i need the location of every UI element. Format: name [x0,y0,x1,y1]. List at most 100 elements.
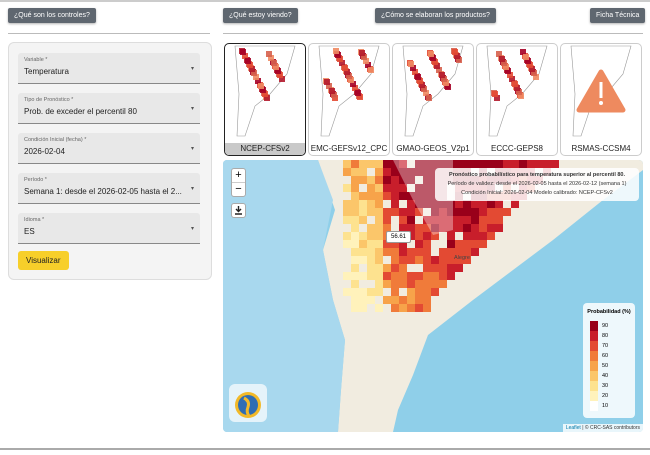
map-cell [463,160,471,168]
map-cell [359,232,367,240]
map-cell [511,200,519,208]
warning-mark [599,82,603,98]
map-cell [415,240,423,248]
map-cell [343,168,351,176]
map-cell [391,160,399,168]
map-cell [359,248,367,256]
dropdown-arrow: ▾ [190,186,194,192]
legend-label: 40 [602,373,609,379]
map-cell [407,224,415,232]
model-card[interactable]: ECCC-GEPS8 [476,43,558,156]
map-cell [383,184,391,192]
model-thumbnail [486,45,548,137]
map-cell [543,160,551,168]
select-field[interactable]: Condición Inicial (fecha) * 2026-02-04 ▾ [18,133,200,164]
thumb-cell [456,57,462,63]
thumb-cell [523,54,529,60]
map-cell [343,272,351,280]
thumb-cell [514,85,520,91]
map-cell [423,296,431,304]
map-cell [439,264,447,272]
map-cell [383,176,391,184]
map-cell [431,200,439,208]
thumb-cell [501,60,507,66]
model-card[interactable]: GMAO-GEOS_V2p1 [392,43,474,156]
map-cell [359,176,367,184]
map-cell [375,200,383,208]
map-cell [351,184,359,192]
model-thumbnail [402,45,464,137]
thumb-cell [529,66,535,72]
map-cell [431,288,439,296]
map-cell [391,248,399,256]
thumb-cell [268,55,274,61]
attribution-link[interactable]: Leaflet [565,425,581,431]
map-cell [439,224,447,232]
thumb-cell [271,60,277,66]
thumb-cell [266,51,272,57]
legend-swatch [590,351,598,361]
zoom-out[interactable]: − [235,183,242,195]
select-field[interactable]: Variable * Temperatura ▾ [18,53,200,84]
map-cell [407,280,415,288]
map-cell [439,200,447,208]
map-cell [343,208,351,216]
help-button[interactable]: ¿Qué estoy viendo? [223,8,298,23]
map-cell [359,208,367,216]
map-cell [415,160,423,168]
bottom-border [0,448,650,450]
thumb-cell [331,92,337,98]
thumb-cell [363,58,369,64]
map-cell [351,304,359,312]
map-cell [471,160,479,168]
thumb-cell [417,78,423,84]
download-button[interactable] [231,203,246,218]
map-cell [487,200,495,208]
map-cell [375,280,383,288]
map-cell [375,232,383,240]
map-cell [431,160,439,168]
model-card[interactable]: EMC-GEFSv12_CPC [308,43,390,156]
map-cell [367,232,375,240]
thumb-cell [423,90,429,96]
logo [229,384,267,422]
logo-icon [235,392,261,418]
map-cell [383,216,391,224]
map-cell [495,200,503,208]
help-button[interactable]: ¿Cómo se elaboran los productos? [375,8,496,23]
map-cell [471,240,479,248]
map-cell [439,160,447,168]
legend-title: Probabilidad (%) [587,309,631,315]
map-cell [455,216,463,224]
field-label: Variable * [24,57,48,63]
dropdown-arrow: ▾ [190,146,194,152]
map: + − Pronóstico probabilístico para tempe… [223,160,643,432]
map-cell [415,288,423,296]
map-cell [415,248,423,256]
map-cell [407,200,415,208]
help-button[interactable]: Ficha Técnica [590,8,646,23]
map-cell [479,240,487,248]
map-cell [375,272,383,280]
thumb-land [402,45,464,137]
model-card[interactable]: NCEP-CFSv2 [224,43,306,156]
legend-swatch [590,331,598,341]
thumb-cell [247,62,253,68]
select-field[interactable]: Tipo de Pronóstico * Prob. de exceder el … [18,93,200,124]
map-cell [367,176,375,184]
map-cell [375,160,383,168]
map-cell [399,272,407,280]
select-field[interactable]: Período * Semana 1: desde el 2026-02-05 h… [18,173,200,204]
pacific [223,160,345,432]
zoom-in[interactable]: + [232,169,245,183]
submit-button[interactable]: Visualizar [18,251,69,270]
dropdown-arrow: ▾ [190,226,194,232]
model-card[interactable]: RSMAS-CCSM4 [560,43,642,156]
thumb-cell [333,48,339,54]
map-cell [423,272,431,280]
map-cell [367,192,375,200]
map-cell [399,240,407,248]
help-button[interactable]: ¿Qué son los controles? [8,8,96,23]
select-field[interactable]: Idioma * ES ▾ [18,213,200,244]
map-cell [455,256,463,264]
